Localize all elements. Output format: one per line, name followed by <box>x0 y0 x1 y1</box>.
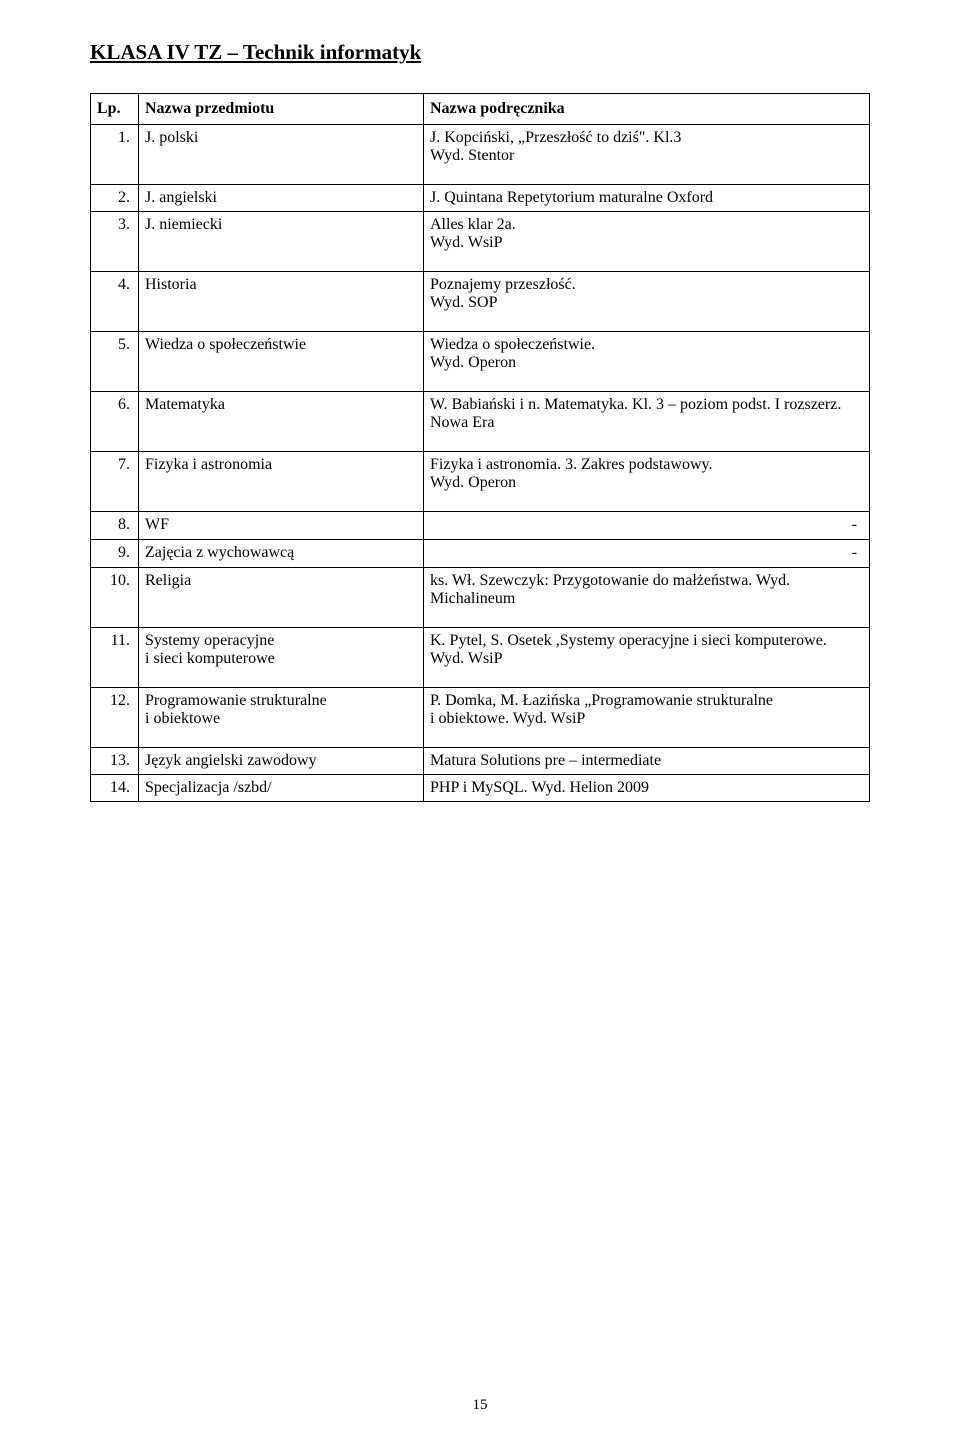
cell-subject: Systemy operacyjne i sieci komputerowe <box>139 628 424 688</box>
cell-lp: 11. <box>91 628 139 688</box>
cell-book: - <box>424 512 870 540</box>
cell-lp: 1. <box>91 125 139 185</box>
cell-book: J. Quintana Repetytorium maturalne Oxfor… <box>424 185 870 212</box>
cell-lp: 2. <box>91 185 139 212</box>
cell-subject: Matematyka <box>139 392 424 452</box>
cell-subject: Programowanie strukturalne i obiektowe <box>139 688 424 748</box>
table-row: 8.WF- <box>91 512 870 540</box>
cell-subject: Wiedza o społeczeństwie <box>139 332 424 392</box>
cell-subject: Historia <box>139 272 424 332</box>
cell-subject: Fizyka i astronomia <box>139 452 424 512</box>
table-row: 5.Wiedza o społeczeństwieWiedza o społec… <box>91 332 870 392</box>
cell-lp: 3. <box>91 212 139 272</box>
cell-lp: 9. <box>91 540 139 568</box>
table-row: 3.J. niemieckiAlles klar 2a. Wyd. WsiP <box>91 212 870 272</box>
cell-book: Wiedza o społeczeństwie. Wyd. Operon <box>424 332 870 392</box>
cell-book: ks. Wł. Szewczyk: Przygotowanie do małże… <box>424 568 870 628</box>
page-title: KLASA IV TZ – Technik informatyk <box>90 40 870 65</box>
cell-lp: 10. <box>91 568 139 628</box>
cell-book: K. Pytel, S. Osetek ,Systemy operacyjne … <box>424 628 870 688</box>
cell-subject: J. angielski <box>139 185 424 212</box>
table-row: 13.Język angielski zawodowyMatura Soluti… <box>91 748 870 775</box>
cell-lp: 8. <box>91 512 139 540</box>
cell-subject: Zajęcia z wychowawcą <box>139 540 424 568</box>
cell-lp: 4. <box>91 272 139 332</box>
cell-book: Alles klar 2a. Wyd. WsiP <box>424 212 870 272</box>
cell-book: - <box>424 540 870 568</box>
cell-lp: 14. <box>91 775 139 802</box>
table-row: 10.Religiaks. Wł. Szewczyk: Przygotowani… <box>91 568 870 628</box>
table-row: 11.Systemy operacyjne i sieci komputerow… <box>91 628 870 688</box>
header-book: Nazwa podręcznika <box>424 94 870 125</box>
subjects-table: Lp. Nazwa przedmiotu Nazwa podręcznika 1… <box>90 93 870 802</box>
cell-book: Fizyka i astronomia. 3. Zakres podstawow… <box>424 452 870 512</box>
table-row: 1.J. polskiJ. Kopciński, „Przeszłość to … <box>91 125 870 185</box>
cell-subject: WF <box>139 512 424 540</box>
cell-book: PHP i MySQL. Wyd. Helion 2009 <box>424 775 870 802</box>
cell-book: Poznajemy przeszłość. Wyd. SOP <box>424 272 870 332</box>
cell-book: P. Domka, M. Łazińska „Programowanie str… <box>424 688 870 748</box>
cell-book: W. Babiański i n. Matematyka. Kl. 3 – po… <box>424 392 870 452</box>
table-row: 14.Specjalizacja /szbd/PHP i MySQL. Wyd.… <box>91 775 870 802</box>
table-row: 12.Programowanie strukturalne i obiektow… <box>91 688 870 748</box>
cell-lp: 5. <box>91 332 139 392</box>
page-number: 15 <box>0 1397 960 1414</box>
cell-book: Matura Solutions pre – intermediate <box>424 748 870 775</box>
cell-lp: 6. <box>91 392 139 452</box>
table-row: 6.MatematykaW. Babiański i n. Matematyka… <box>91 392 870 452</box>
cell-lp: 7. <box>91 452 139 512</box>
table-header-row: Lp. Nazwa przedmiotu Nazwa podręcznika <box>91 94 870 125</box>
table-row: 4.HistoriaPoznajemy przeszłość. Wyd. SOP <box>91 272 870 332</box>
cell-lp: 13. <box>91 748 139 775</box>
table-row: 9.Zajęcia z wychowawcą- <box>91 540 870 568</box>
cell-subject: Specjalizacja /szbd/ <box>139 775 424 802</box>
cell-subject: Język angielski zawodowy <box>139 748 424 775</box>
header-lp: Lp. <box>91 94 139 125</box>
cell-lp: 12. <box>91 688 139 748</box>
cell-subject: Religia <box>139 568 424 628</box>
table-row: 2.J. angielskiJ. Quintana Repetytorium m… <box>91 185 870 212</box>
table-row: 7.Fizyka i astronomiaFizyka i astronomia… <box>91 452 870 512</box>
cell-subject: J. niemiecki <box>139 212 424 272</box>
header-subject: Nazwa przedmiotu <box>139 94 424 125</box>
cell-subject: J. polski <box>139 125 424 185</box>
cell-book: J. Kopciński, „Przeszłość to dziś". Kl.3… <box>424 125 870 185</box>
